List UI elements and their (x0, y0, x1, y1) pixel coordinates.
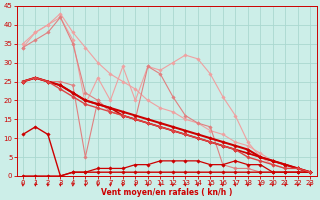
X-axis label: Vent moyen/en rafales ( kn/h ): Vent moyen/en rafales ( kn/h ) (101, 188, 232, 197)
